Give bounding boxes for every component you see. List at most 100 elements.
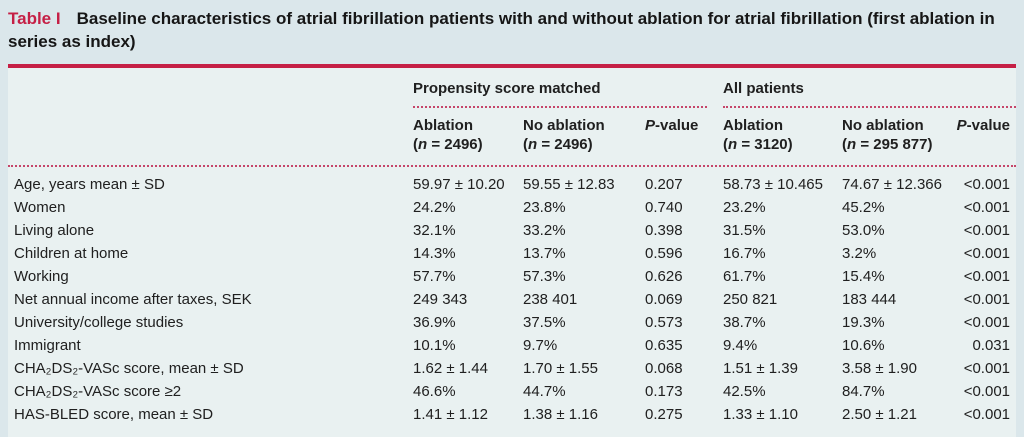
cell-psm-no-ablation: 9.7% [523, 337, 558, 354]
cell-all-ablation: 1.33 ± 1.10 [723, 406, 798, 423]
table-row: Women 24.2% 23.8% 0.740 23.2% 45.2% <0.0… [8, 196, 1016, 219]
row-label: Working [14, 268, 69, 285]
cell-psm-ablation: 57.7% [413, 268, 456, 285]
cell-all-ablation: 1.51 ± 1.39 [723, 360, 798, 377]
cell-all-no-ablation: 2.50 ± 1.21 [842, 406, 917, 423]
cell-all-ablation: 23.2% [723, 199, 766, 216]
col-header-psm-no-ablation: No ablation (n = 2496) [523, 117, 605, 153]
table-row: Net annual income after taxes, SEK 249 3… [8, 288, 1016, 311]
cell-all-p-value: <0.001 [963, 406, 1010, 423]
table-row: HAS-BLED score, mean ± SD 1.41 ± 1.12 1.… [8, 403, 1016, 426]
cell-psm-no-ablation: 1.70 ± 1.55 [523, 360, 598, 377]
cell-all-ablation: 250 821 [723, 291, 778, 308]
table-row: Working 57.7% 57.3% 0.626 61.7% 15.4% <0… [8, 265, 1016, 288]
cell-psm-ablation: 1.41 ± 1.12 [413, 406, 488, 423]
cell-psm-p-value: 0.573 [645, 314, 683, 331]
cell-psm-no-ablation: 13.7% [523, 245, 566, 262]
cell-psm-no-ablation: 44.7% [523, 383, 566, 400]
row-label: Women [14, 199, 66, 216]
table-caption: Table I Baseline characteristics of atria… [0, 0, 1024, 53]
col-header-psm-ablation: Ablation (n = 2496) [413, 117, 483, 153]
cell-psm-no-ablation: 33.2% [523, 222, 566, 239]
cell-psm-ablation: 59.97 ± 10.20 [413, 176, 505, 193]
cell-psm-p-value: 0.068 [645, 360, 683, 377]
cell-all-ablation: 31.5% [723, 222, 766, 239]
table-row: Immigrant 10.1% 9.7% 0.635 9.4% 10.6% 0.… [8, 334, 1016, 357]
caption-text: Baseline characteristics of atrial fibri… [8, 9, 995, 51]
cell-all-ablation: 9.4% [723, 337, 758, 354]
cell-all-p-value: <0.001 [963, 222, 1010, 239]
cell-psm-ablation: 10.1% [413, 337, 456, 354]
col-header-psm-p-value: P-value [645, 117, 699, 134]
table-header: Propensity score matched All patients Ab… [8, 68, 1016, 157]
cell-all-ablation: 38.7% [723, 314, 766, 331]
cell-all-no-ablation: 45.2% [842, 199, 885, 216]
cell-all-no-ablation: 3.58 ± 1.90 [842, 360, 917, 377]
cell-psm-no-ablation: 37.5% [523, 314, 566, 331]
table-row: Children at home 14.3% 13.7% 0.596 16.7%… [8, 242, 1016, 265]
table-row: CHA₂DS₂-VASc score, mean ± SD 1.62 ± 1.4… [8, 357, 1016, 380]
cell-psm-p-value: 0.740 [645, 199, 683, 216]
cell-all-no-ablation: 53.0% [842, 222, 885, 239]
cell-all-p-value: <0.001 [963, 360, 1010, 377]
cell-psm-p-value: 0.626 [645, 268, 683, 285]
table-row: Living alone 32.1% 33.2% 0.398 31.5% 53.… [8, 219, 1016, 242]
cell-psm-no-ablation: 1.38 ± 1.16 [523, 406, 598, 423]
cell-all-no-ablation: 19.3% [842, 314, 885, 331]
table-number: Table I [8, 9, 61, 28]
cell-psm-p-value: 0.207 [645, 176, 683, 193]
cell-psm-p-value: 0.635 [645, 337, 683, 354]
cell-psm-no-ablation: 57.3% [523, 268, 566, 285]
column-group-propensity-matched: Propensity score matched [413, 80, 723, 111]
col-header-all-no-ablation: No ablation (n = 295 877) [842, 117, 933, 153]
col-header-all-ablation: Ablation (n = 3120) [723, 117, 793, 153]
row-label: Net annual income after taxes, SEK [14, 291, 252, 308]
cell-all-p-value: <0.001 [963, 245, 1010, 262]
cell-all-ablation: 42.5% [723, 383, 766, 400]
cell-all-no-ablation: 84.7% [842, 383, 885, 400]
cell-all-p-value: <0.001 [963, 176, 1010, 193]
row-label: University/college studies [14, 314, 184, 331]
cell-all-p-value: <0.001 [963, 268, 1010, 285]
cell-psm-ablation: 1.62 ± 1.44 [413, 360, 488, 377]
row-label: CHA₂DS₂-VASc score, mean ± SD [14, 360, 244, 377]
row-label: CHA₂DS₂-VASc score ≥2 [14, 383, 182, 400]
cell-psm-ablation: 24.2% [413, 199, 456, 216]
cell-psm-p-value: 0.275 [645, 406, 683, 423]
cell-all-p-value: <0.001 [963, 314, 1010, 331]
cell-psm-no-ablation: 238 401 [523, 291, 578, 308]
baseline-characteristics-table: Propensity score matched All patients Ab… [8, 64, 1016, 437]
cell-all-no-ablation: 3.2% [842, 245, 877, 262]
row-label: Age, years mean ± SD [14, 176, 165, 193]
cell-all-p-value: <0.001 [963, 291, 1010, 308]
table-row: University/college studies 36.9% 37.5% 0… [8, 311, 1016, 334]
cell-all-p-value: 0.031 [972, 337, 1010, 354]
cell-psm-ablation: 36.9% [413, 314, 456, 331]
cell-psm-p-value: 0.596 [645, 245, 683, 262]
table-row: Age, years mean ± SD 59.97 ± 10.20 59.55… [8, 173, 1016, 196]
cell-all-ablation: 58.73 ± 10.465 [723, 176, 823, 193]
cell-psm-no-ablation: 23.8% [523, 199, 566, 216]
cell-all-p-value: <0.001 [963, 383, 1010, 400]
header-row-label-spacer [8, 111, 413, 157]
cell-psm-p-value: 0.069 [645, 291, 683, 308]
column-group-all-patients: All patients [723, 80, 1016, 111]
table-row: CHA₂DS₂-VASc score ≥2 46.6% 44.7% 0.173 … [8, 380, 1016, 403]
cell-psm-ablation: 32.1% [413, 222, 456, 239]
table-body: Age, years mean ± SD 59.97 ± 10.20 59.55… [8, 167, 1016, 426]
table-top-rule [8, 64, 1016, 68]
cell-all-no-ablation: 15.4% [842, 268, 885, 285]
cell-psm-ablation: 249 343 [413, 291, 468, 308]
cell-all-no-ablation: 74.67 ± 12.366 [842, 176, 942, 193]
col-header-all-p-value: P-value [956, 117, 1010, 134]
cell-psm-p-value: 0.398 [645, 222, 683, 239]
header-spacer [8, 80, 413, 111]
cell-psm-ablation: 14.3% [413, 245, 456, 262]
row-label: Living alone [14, 222, 95, 239]
header-body-divider [8, 157, 1016, 167]
cell-all-ablation: 61.7% [723, 268, 766, 285]
cell-all-p-value: <0.001 [963, 199, 1010, 216]
row-label: Immigrant [14, 337, 81, 354]
row-label: HAS-BLED score, mean ± SD [14, 406, 214, 423]
cell-all-ablation: 16.7% [723, 245, 766, 262]
